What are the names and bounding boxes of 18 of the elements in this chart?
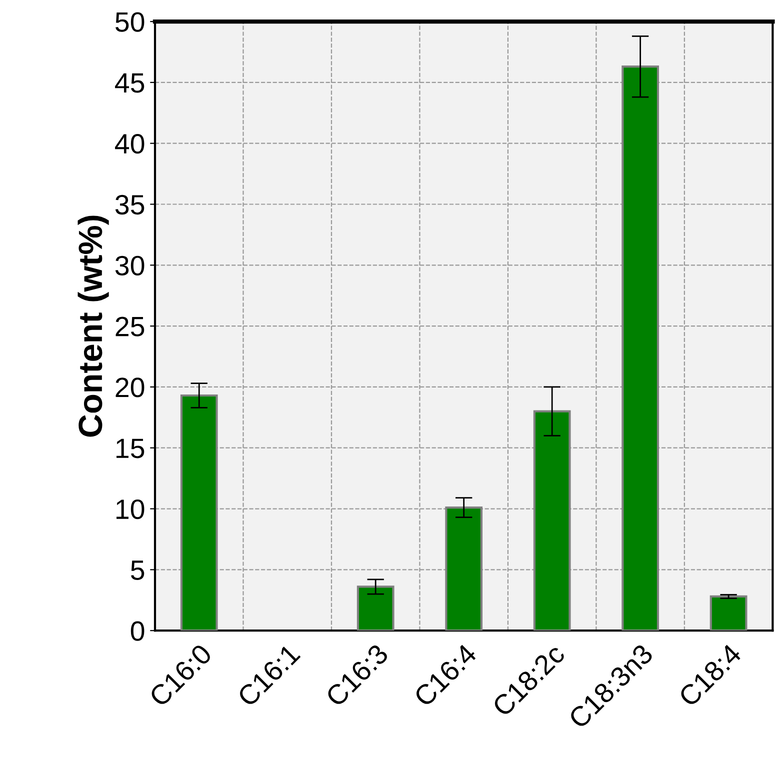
y-tick-label: 35 (115, 194, 144, 215)
y-tick-label: 0 (130, 621, 144, 641)
bar (445, 506, 483, 631)
y-tick-label: 15 (116, 438, 144, 458)
y-tick-label: 45 (115, 73, 144, 93)
bar (622, 66, 660, 631)
bar (710, 595, 748, 631)
y-tick-label: 50 (115, 12, 144, 32)
y-tick-label: 20 (116, 378, 144, 398)
y-axis-title: Content (wt%) (78, 216, 109, 437)
y-tick-label: 10 (116, 499, 144, 520)
y-tick-label: 40 (115, 134, 144, 154)
bar (180, 394, 218, 631)
y-tick-label: 5 (130, 560, 144, 580)
y-tick-label: 25 (116, 316, 144, 336)
bar (356, 586, 394, 631)
bar (533, 410, 571, 631)
y-tick-label: 30 (115, 256, 144, 276)
